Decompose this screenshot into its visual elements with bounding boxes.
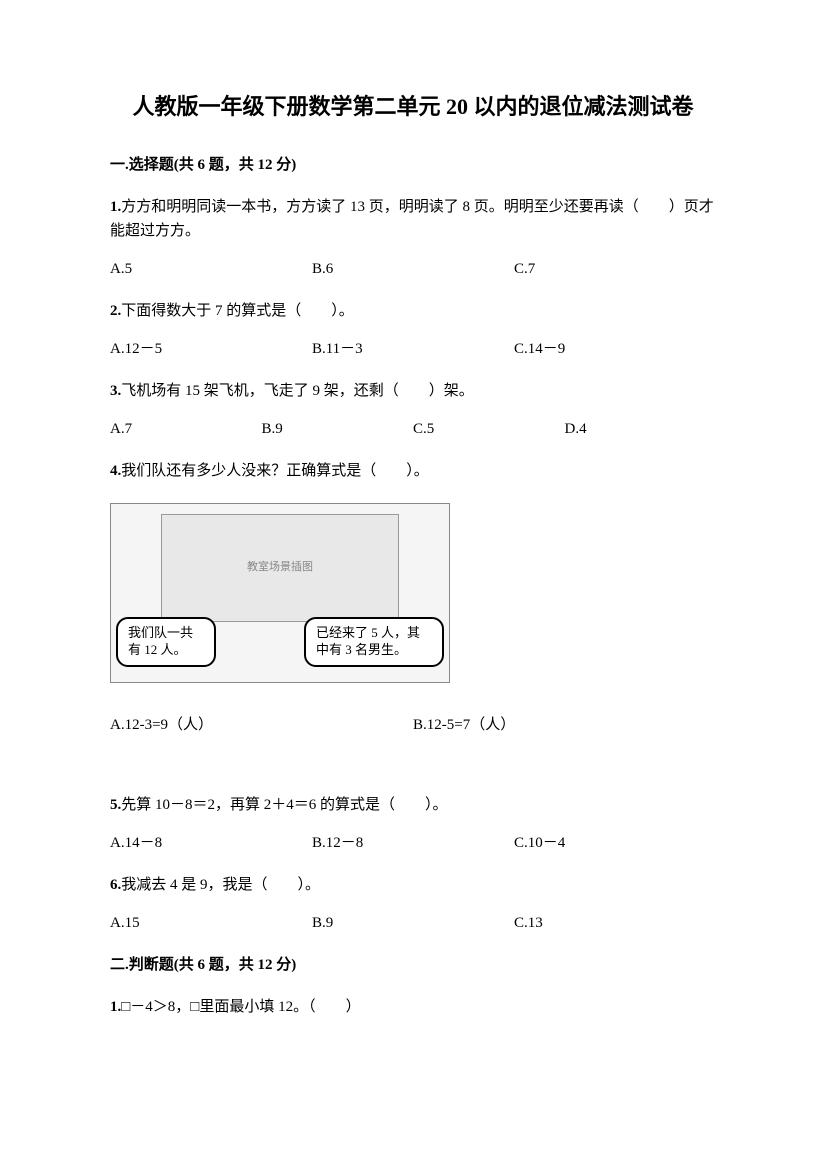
classroom-scene: 教室场景插图 [161, 514, 399, 622]
option-c: C.13 [514, 911, 716, 935]
option-a: A.14－8 [110, 831, 312, 855]
section1-header: 一.选择题(共 6 题，共 12 分) [110, 153, 716, 177]
question-3: 3.飞机场有 15 架飞机，飞走了 9 架，还剩（ ）架。 A.7 B.9 C.… [110, 379, 716, 441]
option-a: A.7 [110, 417, 262, 441]
question-4-options: A.12-3=9（人） B.12-5=7（人） [110, 713, 716, 737]
question-1-num: 1. [110, 199, 121, 215]
question-5: 5.先算 10－8＝2，再算 2＋4＝6 的算式是（ ）。 A.14－8 B.1… [110, 793, 716, 855]
s2-question-1-text: 1.□－4＞8，□里面最小填 12。（ ） [110, 995, 716, 1019]
option-c: C.5 [413, 417, 565, 441]
question-1-body: 方方和明明同读一本书，方方读了 13 页，明明读了 8 页。明明至少还要再读（ … [110, 199, 714, 239]
question-5-num: 5. [110, 797, 121, 813]
question-4-body: 我们队还有多少人没来？正确算式是（ ）。 [121, 463, 429, 479]
s2-question-1-num: 1. [110, 999, 121, 1015]
option-c: C.14－9 [514, 337, 716, 361]
option-b: B.12-5=7（人） [413, 713, 716, 737]
question-3-body: 飞机场有 15 架飞机，飞走了 9 架，还剩（ ）架。 [121, 383, 474, 399]
question-2-num: 2. [110, 303, 121, 319]
question-6-options: A.15 B.9 C.13 [110, 911, 716, 935]
option-b: B.12－8 [312, 831, 514, 855]
question-2-text: 2.下面得数大于 7 的算式是（ ）。 [110, 299, 716, 323]
question-1: 1.方方和明明同读一本书，方方读了 13 页，明明读了 8 页。明明至少还要再读… [110, 195, 716, 281]
question-6-num: 6. [110, 877, 121, 893]
question-6-body: 我减去 4 是 9，我是（ ）。 [121, 877, 320, 893]
option-b: B.6 [312, 257, 514, 281]
question-4-num: 4. [110, 463, 121, 479]
page-title: 人教版一年级下册数学第二单元 20 以内的退位减法测试卷 [110, 90, 716, 123]
question-6: 6.我减去 4 是 9，我是（ ）。 A.15 B.9 C.13 [110, 873, 716, 935]
speech-bubble-right: 已经来了 5 人，其中有 3 名男生。 [304, 617, 444, 667]
option-b: B.9 [312, 911, 514, 935]
option-a: A.12-3=9（人） [110, 713, 413, 737]
question-5-text: 5.先算 10－8＝2，再算 2＋4＝6 的算式是（ ）。 [110, 793, 716, 817]
question-2: 2.下面得数大于 7 的算式是（ ）。 A.12－5 B.11－3 C.14－9 [110, 299, 716, 361]
question-3-num: 3. [110, 383, 121, 399]
question-3-text: 3.飞机场有 15 架飞机，飞走了 9 架，还剩（ ）架。 [110, 379, 716, 403]
option-c: C.10－4 [514, 831, 716, 855]
question-2-body: 下面得数大于 7 的算式是（ ）。 [121, 303, 354, 319]
option-a: A.12－5 [110, 337, 312, 361]
question-3-options: A.7 B.9 C.5 D.4 [110, 417, 716, 441]
option-b: B.9 [262, 417, 414, 441]
option-a: A.5 [110, 257, 312, 281]
question-2-options: A.12－5 B.11－3 C.14－9 [110, 337, 716, 361]
question-5-body: 先算 10－8＝2，再算 2＋4＝6 的算式是（ ）。 [121, 797, 447, 813]
option-c: C.7 [514, 257, 716, 281]
s2-question-1: 1.□－4＞8，□里面最小填 12。（ ） [110, 995, 716, 1019]
speech-bubble-left: 我们队一共有 12 人。 [116, 617, 216, 667]
question-5-options: A.14－8 B.12－8 C.10－4 [110, 831, 716, 855]
question-6-text: 6.我减去 4 是 9，我是（ ）。 [110, 873, 716, 897]
s2-question-1-body: □－4＞8，□里面最小填 12。（ ） [121, 999, 360, 1015]
question-4-image: 教室场景插图 我们队一共有 12 人。 已经来了 5 人，其中有 3 名男生。 [110, 503, 450, 683]
question-1-options: A.5 B.6 C.7 [110, 257, 716, 281]
option-b: B.11－3 [312, 337, 514, 361]
option-a: A.15 [110, 911, 312, 935]
section2-header: 二.判断题(共 6 题，共 12 分) [110, 953, 716, 977]
question-4: 4.我们队还有多少人没来？正确算式是（ ）。 教室场景插图 我们队一共有 12 … [110, 459, 716, 775]
question-4-text: 4.我们队还有多少人没来？正确算式是（ ）。 [110, 459, 716, 483]
option-d: D.4 [565, 417, 717, 441]
question-1-text: 1.方方和明明同读一本书，方方读了 13 页，明明读了 8 页。明明至少还要再读… [110, 195, 716, 243]
